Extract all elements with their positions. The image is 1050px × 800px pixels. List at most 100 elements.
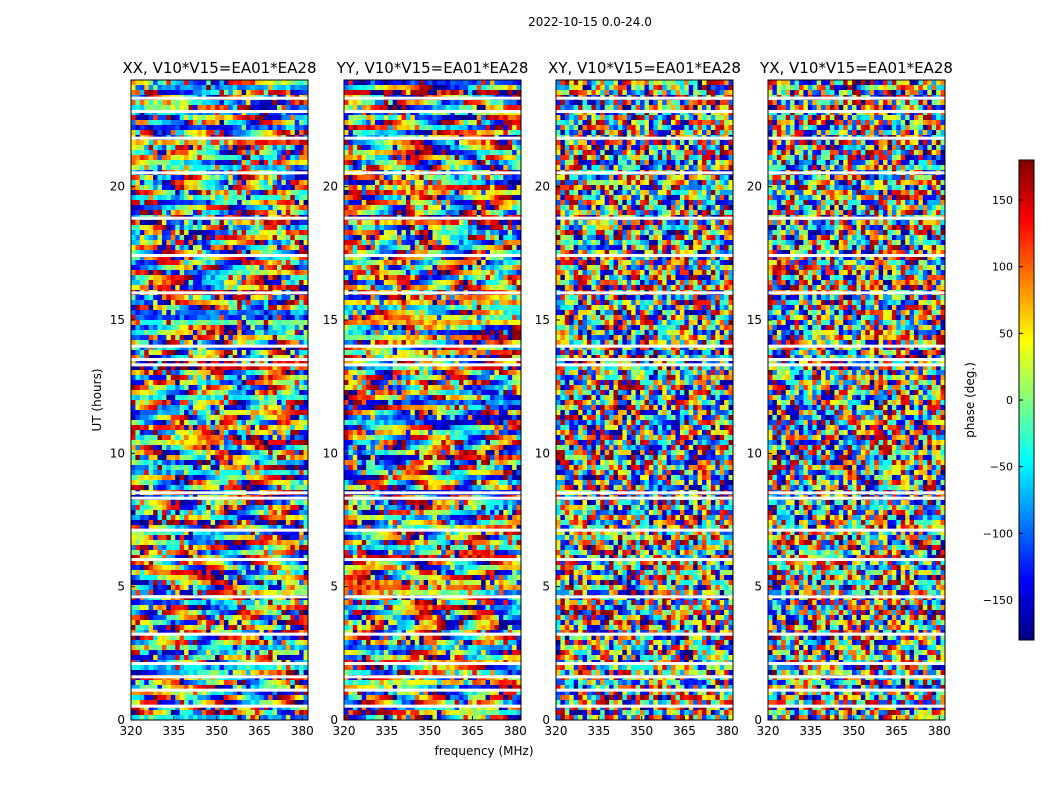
colorbar-segment xyxy=(1019,632,1034,637)
colorbar-segment xyxy=(1019,284,1034,289)
x-tick-label: 335 xyxy=(587,724,610,738)
y-tick-label: 0 xyxy=(542,713,550,727)
panel-title: XY, V10*V15=EA01*EA28 xyxy=(548,59,741,77)
colorbar-segment xyxy=(1019,548,1034,553)
colorbar-segment xyxy=(1019,392,1034,397)
y-tick-label: 5 xyxy=(754,580,762,594)
colorbar-segment xyxy=(1019,616,1034,621)
colorbar-segment xyxy=(1019,400,1034,405)
x-tick-label: 365 xyxy=(673,724,696,738)
colorbar-segment xyxy=(1019,412,1034,417)
colorbar-segment xyxy=(1019,428,1034,433)
colorbar-segment xyxy=(1019,184,1034,189)
colorbar-tick-label: −100 xyxy=(983,527,1013,540)
x-tick-label: 365 xyxy=(461,724,484,738)
colorbar-segment xyxy=(1019,552,1034,557)
colorbar-segment xyxy=(1019,168,1034,173)
colorbar-segment xyxy=(1019,468,1034,473)
colorbar-segment xyxy=(1019,376,1034,381)
colorbar-segment xyxy=(1019,528,1034,533)
colorbar-segment xyxy=(1019,500,1034,505)
chart-suptitle: 2022-10-15 0.0-24.0 xyxy=(528,15,652,29)
colorbar-segment xyxy=(1019,296,1034,301)
colorbar-segment xyxy=(1019,360,1034,365)
colorbar-segment xyxy=(1019,404,1034,409)
y-tick-label: 20 xyxy=(535,180,550,194)
colorbar-segment xyxy=(1019,272,1034,277)
phase-heatmap xyxy=(344,80,521,720)
y-tick-label: 0 xyxy=(754,713,762,727)
colorbar-segment xyxy=(1019,476,1034,481)
x-tick-label: 320 xyxy=(545,724,568,738)
colorbar-segment xyxy=(1019,580,1034,585)
colorbar-segment xyxy=(1019,328,1034,333)
y-tick-label: 10 xyxy=(535,446,550,460)
phase-heatmap xyxy=(768,80,945,720)
colorbar-segment xyxy=(1019,484,1034,489)
y-tick-label: 10 xyxy=(323,446,338,460)
colorbar-segment xyxy=(1019,620,1034,625)
colorbar-segment xyxy=(1019,228,1034,233)
panel-1: YY, V10*V15=EA01*EA28 320 335 350 365 380 0 5 10… xyxy=(323,59,529,738)
colorbar-segment xyxy=(1019,260,1034,265)
x-tick-label: 380 xyxy=(504,724,527,738)
colorbar-segment xyxy=(1019,236,1034,241)
panel-0: XX, V10*V15=EA01*EA28 320 335 350 365 380 0 5 10… xyxy=(110,59,317,738)
x-tick-label: 335 xyxy=(162,724,185,738)
colorbar-segment xyxy=(1019,240,1034,245)
colorbar-segment xyxy=(1019,636,1034,641)
colorbar-segment xyxy=(1019,180,1034,185)
x-tick-label: 320 xyxy=(120,724,143,738)
colorbar-segment xyxy=(1019,300,1034,305)
colorbar-segment xyxy=(1019,268,1034,273)
colorbar-segment xyxy=(1019,496,1034,501)
x-tick-label: 380 xyxy=(716,724,739,738)
colorbar-segment xyxy=(1019,588,1034,593)
y-tick-label: 15 xyxy=(535,313,550,327)
colorbar-segment xyxy=(1019,372,1034,377)
colorbar-segment xyxy=(1019,196,1034,201)
panel-title: YY, V10*V15=EA01*EA28 xyxy=(336,59,529,77)
colorbar-segment xyxy=(1019,564,1034,569)
colorbar-segment xyxy=(1019,304,1034,309)
plot-frame xyxy=(555,79,734,721)
colorbar-segment xyxy=(1019,336,1034,341)
colorbar-segment xyxy=(1019,176,1034,181)
colorbar-segment xyxy=(1019,460,1034,465)
colorbar-segment xyxy=(1019,348,1034,353)
colorbar-tick-label: −150 xyxy=(983,594,1013,607)
colorbar-segment xyxy=(1019,212,1034,217)
plot-frame xyxy=(130,79,309,721)
colorbar-segment xyxy=(1019,324,1034,329)
colorbar-segment xyxy=(1019,532,1034,537)
panel-3: YX, V10*V15=EA01*EA28 320 335 350 365 380 0 5 10… xyxy=(747,59,953,738)
colorbar-segment xyxy=(1019,332,1034,337)
colorbar-tick-label: 50 xyxy=(999,327,1013,340)
y-tick-label: 20 xyxy=(110,180,125,194)
y-tick-label: 0 xyxy=(330,713,338,727)
y-tick-label: 10 xyxy=(110,446,125,460)
x-tick-label: 380 xyxy=(291,724,314,738)
colorbar-segment xyxy=(1019,456,1034,461)
colorbar-segment xyxy=(1019,312,1034,317)
colorbar-segment xyxy=(1019,208,1034,213)
colorbar-tick-label: −50 xyxy=(990,461,1013,474)
colorbar-segment xyxy=(1019,256,1034,261)
colorbar-segment xyxy=(1019,288,1034,293)
colorbar-segment xyxy=(1019,216,1034,221)
colorbar-segment xyxy=(1019,536,1034,541)
colorbar-segment xyxy=(1019,480,1034,485)
colorbar-segment xyxy=(1019,592,1034,597)
x-tick-label: 320 xyxy=(757,724,780,738)
colorbar-tick-label: 150 xyxy=(992,194,1013,207)
colorbar-segment xyxy=(1019,356,1034,361)
colorbar-segment xyxy=(1019,264,1034,269)
phase-heatmap xyxy=(131,80,308,720)
colorbar-segment xyxy=(1019,420,1034,425)
colorbar-segment xyxy=(1019,432,1034,437)
panel-2: XY, V10*V15=EA01*EA28 320 335 350 365 380 0 5 10… xyxy=(535,59,741,738)
x-tick-label: 320 xyxy=(333,724,356,738)
x-tick-label: 350 xyxy=(630,724,653,738)
colorbar-segment xyxy=(1019,572,1034,577)
